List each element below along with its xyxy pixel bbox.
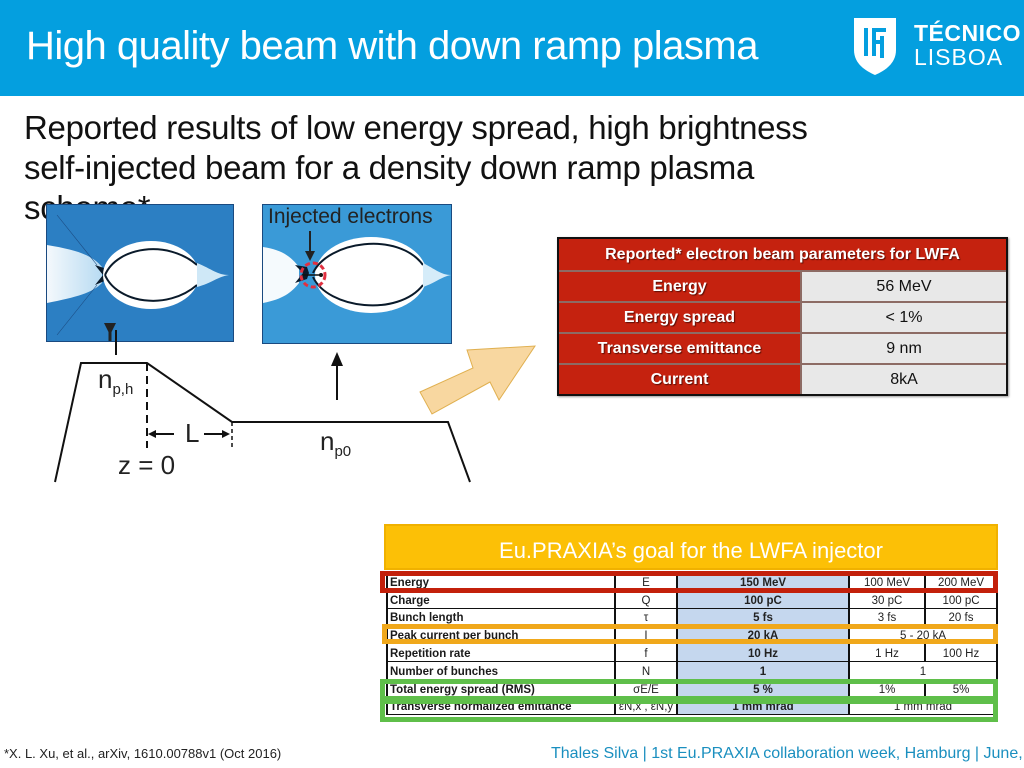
param-range: 1 mm mrad <box>848 697 998 715</box>
param-max: 5% <box>924 679 998 697</box>
param-name: Energy spread <box>559 303 802 332</box>
param-range: 1 <box>848 661 998 679</box>
param-value: < 1% <box>802 303 1006 332</box>
label-np0: np0 <box>320 426 352 461</box>
param-name: Current <box>559 365 802 394</box>
param-symbol: εN,x , εN,y <box>614 697 676 715</box>
param-name: Total energy spread (RMS) <box>386 679 614 697</box>
param-min: 100 MeV <box>848 573 924 590</box>
param-target: 1 <box>676 661 848 679</box>
param-name: Energy <box>386 573 614 590</box>
param-symbol: Q <box>614 590 676 608</box>
table-row: Transverse normalized emittance εN,x , ε… <box>386 697 998 716</box>
table-row: Peak current per bunch I 20 kA 5 - 20 kA <box>386 626 998 645</box>
param-target: 100 pC <box>676 590 848 608</box>
param-range: 5 - 20 kA <box>848 626 998 644</box>
param-name: Bunch length <box>386 608 614 626</box>
density-ramp-plot <box>54 330 471 483</box>
eupraxia-goal-table: Energy E 150 MeV 100 MeV 200 MeV Charge … <box>386 573 998 716</box>
param-max: 100 Hz <box>924 644 998 661</box>
param-min: 3 fs <box>848 608 924 626</box>
slide-subtitle: Reported results of low energy spread, h… <box>24 109 808 226</box>
param-min: 1 Hz <box>848 644 924 661</box>
injected-electrons-label: Injected electrons <box>268 205 433 228</box>
table-row: Bunch length τ 5 fs 3 fs 20 fs <box>386 608 998 627</box>
logo-text-tecnico: TÉCNICO <box>914 20 1021 46</box>
param-name: Transverse emittance <box>559 334 802 363</box>
param-max: 20 fs <box>924 608 998 626</box>
ist-shield-icon <box>854 18 896 75</box>
param-target: 1 mm mrad <box>676 697 848 715</box>
table-row: Total energy spread (RMS) σE/E 5 % 1% 5% <box>386 679 998 698</box>
simulation-panel-right <box>262 204 452 344</box>
tecnico-lisboa-logo: TÉCNICO LISBOA <box>852 16 1022 76</box>
footer-credit: Thales Silva | 1st Eu.PRAXIA collaborati… <box>551 745 1023 762</box>
param-value: 9 nm <box>802 334 1006 363</box>
table-row: Energy E 150 MeV 100 MeV 200 MeV <box>386 573 998 591</box>
table-row: Energy 56 MeV <box>559 270 1006 301</box>
table-row: Charge Q 100 pC 30 pC 100 pC <box>386 590 998 609</box>
param-target: 5 fs <box>676 608 848 626</box>
table-row: Repetition rate f 10 Hz 1 Hz 100 Hz <box>386 644 998 662</box>
plasma-bubble-image <box>47 214 229 341</box>
param-value: 56 MeV <box>802 272 1006 301</box>
logo-text-lisboa: LISBOA <box>914 44 1004 70</box>
eupraxia-goal-banner: Eu.PRAXIA’s goal for the LWFA injector <box>384 524 998 570</box>
slide-title: High quality beam with down ramp plasma <box>26 24 758 68</box>
param-symbol: I <box>614 626 676 644</box>
reported-parameters-table: Reported* electron beam parameters for L… <box>557 237 1008 396</box>
footer-reference: *X. L. Xu, et al., arXiv, 1610.00788v1 (… <box>4 746 282 761</box>
param-min: 1% <box>848 679 924 697</box>
param-max: 100 pC <box>924 590 998 608</box>
reported-table-title: Reported* electron beam parameters for L… <box>559 239 1006 270</box>
param-symbol: E <box>614 573 676 590</box>
param-target: 10 Hz <box>676 644 848 661</box>
density-profile-diagram: np,h L z = 0 np0 <box>40 330 480 490</box>
table-row: Number of bunches N 1 1 <box>386 661 998 680</box>
pointer-arrow-icon <box>419 345 536 415</box>
label-np-h: np,h <box>98 364 134 399</box>
table-row: Current 8kA <box>559 363 1006 394</box>
label-z0: z = 0 <box>118 450 176 480</box>
param-symbol: τ <box>614 608 676 626</box>
param-name: Number of bunches <box>386 661 614 679</box>
plasma-bubble-injected-image <box>263 231 451 313</box>
simulation-panel-left <box>46 204 234 342</box>
table-row: Transverse emittance 9 nm <box>559 332 1006 363</box>
param-target: 150 MeV <box>676 573 848 590</box>
param-name: Energy <box>559 272 802 301</box>
param-symbol: σE/E <box>614 679 676 697</box>
param-target: 20 kA <box>676 626 848 644</box>
param-name: Peak current per bunch <box>386 626 614 644</box>
param-symbol: f <box>614 644 676 661</box>
eupraxia-goal-title: Eu.PRAXIA’s goal for the LWFA injector <box>499 538 883 563</box>
table-row: Energy spread < 1% <box>559 301 1006 332</box>
slide-header: High quality beam with down ramp plasma … <box>0 0 1024 96</box>
param-min: 30 pC <box>848 590 924 608</box>
param-name: Transverse normalized emittance <box>386 697 614 715</box>
param-max: 200 MeV <box>924 573 998 590</box>
param-value: 8kA <box>802 365 1006 394</box>
param-name: Repetition rate <box>386 644 614 661</box>
param-target: 5 % <box>676 679 848 697</box>
param-symbol: N <box>614 661 676 679</box>
param-name: Charge <box>386 590 614 608</box>
label-L: L <box>185 418 200 448</box>
